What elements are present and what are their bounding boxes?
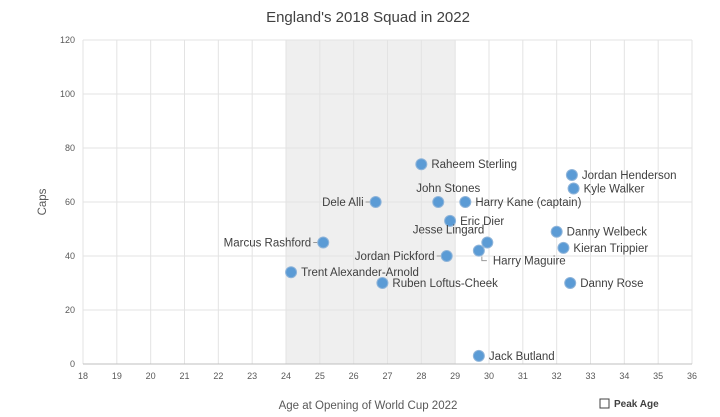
data-label: Harry Kane (captain) bbox=[475, 197, 581, 209]
x-tick-label: 18 bbox=[78, 371, 88, 381]
data-point-group: Jordan Henderson bbox=[565, 169, 677, 182]
leader-line bbox=[481, 256, 487, 262]
data-point-group: Ruben Loftus-Cheek bbox=[376, 277, 498, 290]
x-tick-label: 30 bbox=[484, 371, 494, 381]
x-tick-label: 20 bbox=[146, 371, 156, 381]
data-point-group: Harry Maguire bbox=[472, 244, 566, 268]
data-point-group: Jordan Pickford bbox=[355, 250, 453, 263]
data-point-group: Danny Welbeck bbox=[550, 225, 648, 239]
data-point-group: Jack Butland bbox=[472, 349, 555, 363]
x-tick-label: 31 bbox=[518, 371, 528, 381]
x-tick-label: 23 bbox=[247, 371, 257, 381]
y-tick-label: 40 bbox=[65, 251, 75, 261]
data-point-group: Kieran Trippier bbox=[557, 241, 648, 255]
x-tick-label: 21 bbox=[179, 371, 189, 381]
data-point bbox=[440, 250, 453, 262]
data-point-group: Eric Dier bbox=[444, 214, 504, 228]
data-label: Kyle Walker bbox=[584, 184, 645, 196]
x-tick-label: 36 bbox=[687, 371, 697, 381]
x-tick-label: 34 bbox=[619, 371, 629, 381]
data-point bbox=[459, 196, 472, 208]
x-tick-label: 19 bbox=[112, 371, 122, 381]
data-point bbox=[472, 244, 485, 257]
data-label: Jack Butland bbox=[489, 351, 555, 363]
data-point bbox=[376, 277, 389, 289]
data-point bbox=[432, 196, 445, 208]
x-tick-label: 28 bbox=[416, 371, 426, 381]
y-tick-label: 60 bbox=[65, 197, 75, 207]
y-tick-label: 120 bbox=[60, 35, 75, 45]
data-point-group: Jesse Lingard bbox=[413, 225, 494, 249]
legend-swatch-peak-age bbox=[599, 398, 610, 409]
data-point-group: Trent Alexander-Arnold bbox=[285, 266, 419, 279]
chart-title: England's 2018 Squad in 2022 bbox=[266, 9, 470, 26]
data-point bbox=[285, 266, 298, 279]
data-point-group: Dele Alli bbox=[322, 196, 382, 209]
data-point-group: Kyle Walker bbox=[567, 182, 645, 196]
data-point bbox=[550, 225, 563, 238]
data-point bbox=[565, 169, 578, 181]
data-label: Kieran Trippier bbox=[573, 243, 648, 255]
x-tick-label: 32 bbox=[552, 371, 562, 381]
data-point-group: Harry Kane (captain) bbox=[459, 196, 582, 209]
x-tick-label: 33 bbox=[585, 371, 595, 381]
data-label: Raheem Sterling bbox=[431, 159, 517, 171]
x-tick-label: 25 bbox=[315, 371, 325, 381]
legend: Peak Age bbox=[599, 398, 659, 410]
data-point bbox=[317, 236, 330, 249]
data-point-group: Danny Rose bbox=[564, 277, 643, 290]
x-tick-label: 24 bbox=[281, 371, 291, 381]
data-point bbox=[369, 196, 382, 208]
data-label: Ruben Loftus-Cheek bbox=[392, 278, 498, 290]
data-label: Danny Welbeck bbox=[567, 227, 648, 239]
x-axis-label: Age at Opening of World Cup 2022 bbox=[279, 400, 458, 412]
data-point bbox=[564, 277, 577, 289]
data-label: John Stones bbox=[416, 183, 480, 195]
y-tick-label: 100 bbox=[60, 89, 75, 99]
x-tick-label: 22 bbox=[213, 371, 223, 381]
data-point bbox=[444, 214, 457, 227]
x-tick-label: 26 bbox=[349, 371, 359, 381]
x-tick-label: 27 bbox=[382, 371, 392, 381]
data-label: Trent Alexander-Arnold bbox=[301, 267, 419, 279]
y-tick-label: 80 bbox=[65, 143, 75, 153]
y-tick-label: 20 bbox=[65, 305, 75, 315]
data-label: Jesse Lingard bbox=[413, 225, 485, 237]
data-label: Marcus Rashford bbox=[224, 238, 312, 250]
data-point bbox=[567, 182, 580, 195]
data-point-group: John Stones bbox=[416, 183, 480, 208]
data-label: Jordan Henderson bbox=[582, 170, 677, 182]
data-label: Dele Alli bbox=[322, 197, 364, 209]
data-point-group: Marcus Rashford bbox=[224, 236, 330, 250]
data-label: Eric Dier bbox=[460, 216, 504, 228]
data-label: Jordan Pickford bbox=[355, 251, 435, 263]
data-point-group: Raheem Sterling bbox=[415, 158, 517, 171]
data-label: Harry Maguire bbox=[493, 256, 566, 268]
x-tick-label: 35 bbox=[653, 371, 663, 381]
x-tick-label: 29 bbox=[450, 371, 460, 381]
y-tick-label: 0 bbox=[70, 359, 75, 369]
y-axis-label: Caps bbox=[37, 188, 49, 215]
data-point bbox=[557, 241, 570, 254]
data-point bbox=[415, 158, 428, 171]
data-point bbox=[472, 349, 485, 362]
data-label: Danny Rose bbox=[580, 278, 643, 290]
legend-label-peak-age: Peak Age bbox=[614, 399, 659, 410]
data-point bbox=[481, 236, 494, 249]
